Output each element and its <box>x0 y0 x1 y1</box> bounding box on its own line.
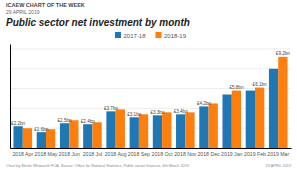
data-label: £5.8bn <box>229 85 243 90</box>
x-tick: 2018 Sep <box>128 151 150 157</box>
x-tick: 2018 Apr <box>12 151 33 157</box>
bar <box>232 91 241 148</box>
x-tick: 2018 Dec <box>197 151 220 157</box>
legend-item: 2018-19 <box>156 32 187 39</box>
grid-line <box>10 48 291 49</box>
bar <box>269 69 278 148</box>
bar <box>209 103 218 148</box>
bar <box>92 122 101 148</box>
x-tick-label: 2018 Nov <box>174 151 197 157</box>
header-line-1: ICAEW CHART OF THE WEEK <box>6 2 85 8</box>
legend-item: 2017-18 <box>115 32 146 39</box>
x-tick: 2019 Mar <box>267 151 289 157</box>
bar <box>69 120 78 148</box>
x-tick: 2018 Aug <box>105 151 127 157</box>
bar <box>162 112 171 148</box>
bar <box>176 114 185 148</box>
x-tick-label: 2018 Aug <box>105 151 127 157</box>
bar <box>185 112 194 148</box>
chart: ICAEW CHART OF THE WEEK29 APRIL 2019Publ… <box>0 0 297 170</box>
data-label: £1.6bn <box>34 127 48 132</box>
legend-label: 2018-19 <box>164 33 187 39</box>
footer-right: 29 APRIL 2019 <box>266 164 291 168</box>
x-tick-label: 2019 Mar <box>267 151 289 157</box>
x-tick-label: 2018 Jun <box>59 151 80 157</box>
grid-line <box>10 88 291 89</box>
plot: 2018 Apr2018 May2018 Jun2018 Jul2018 Aug… <box>10 45 292 157</box>
x-axis-line <box>11 148 292 149</box>
bar <box>153 115 162 148</box>
bar <box>278 57 287 148</box>
bar <box>130 117 139 148</box>
x-tick-label: 2018 Dec <box>197 151 220 157</box>
x-axis: 2018 Apr2018 May2018 Jun2018 Jul2018 Aug… <box>11 149 292 157</box>
bar <box>116 109 125 148</box>
y-axis-line <box>10 45 11 149</box>
x-tick-label: 2018 Oct <box>152 151 174 157</box>
header-line-2: 29 APRIL 2019 <box>6 9 40 15</box>
x-tick-label: 2018 May <box>35 151 58 157</box>
data-label: £2.4bn <box>81 119 95 124</box>
x-tick: 2018 Oct <box>152 151 174 157</box>
x-tick-label: 2018 Apr <box>12 151 33 157</box>
data-labels: £2.2bn £1.6bn £2.5bn £2.4bn £3.7bn £3.1bn £3.3… <box>11 51 290 131</box>
x-tick-label: 2018 Sep <box>128 151 150 157</box>
x-tick: 2019 Feb <box>244 151 266 157</box>
data-label: £2.5bn <box>58 118 72 123</box>
x-tick-label: 2019 Feb <box>244 151 266 157</box>
data-label: £9.2bn <box>276 51 290 56</box>
legend-swatch <box>115 32 121 38</box>
data-label: £3.7bn <box>104 106 118 111</box>
bar <box>246 91 255 148</box>
data-label: £2.2bn <box>11 121 25 126</box>
data-label: £3.3bn <box>150 110 164 115</box>
x-tick-label: 2018 Jul <box>83 151 103 157</box>
x-tick: 2019 Jan <box>221 151 242 157</box>
legend-label: 2017-18 <box>123 33 146 39</box>
bar <box>13 126 22 148</box>
data-label: £4.2bn <box>197 101 211 106</box>
footer: Chart by Martin Whitworth FCA. Source: O… <box>6 164 189 168</box>
grid-line <box>10 68 291 69</box>
x-tick: 2018 Jul <box>83 151 103 157</box>
bar <box>37 132 46 148</box>
bar <box>139 114 148 148</box>
data-label: £3.1bn <box>127 112 141 117</box>
data-label: £6.1bn <box>253 82 267 87</box>
title: Public sector net investment by month <box>6 17 190 28</box>
bar <box>23 128 32 148</box>
bars <box>13 57 287 148</box>
grid <box>10 49 291 148</box>
y-axis <box>10 45 12 149</box>
data-label: £3.4bn <box>174 109 188 114</box>
bar <box>222 95 231 148</box>
bar <box>46 129 55 148</box>
x-tick-label: 2019 Jan <box>221 151 242 157</box>
bar <box>199 106 208 148</box>
x-tick: 2018 Jun <box>59 151 80 157</box>
legend: 2017-18 2018-19 <box>115 32 187 39</box>
bar <box>83 124 92 148</box>
x-tick: 2018 May <box>35 151 58 157</box>
bar <box>106 111 115 148</box>
bar <box>60 123 69 148</box>
legend-swatch <box>156 32 162 38</box>
bar <box>255 88 264 148</box>
x-tick: 2018 Nov <box>174 151 197 157</box>
